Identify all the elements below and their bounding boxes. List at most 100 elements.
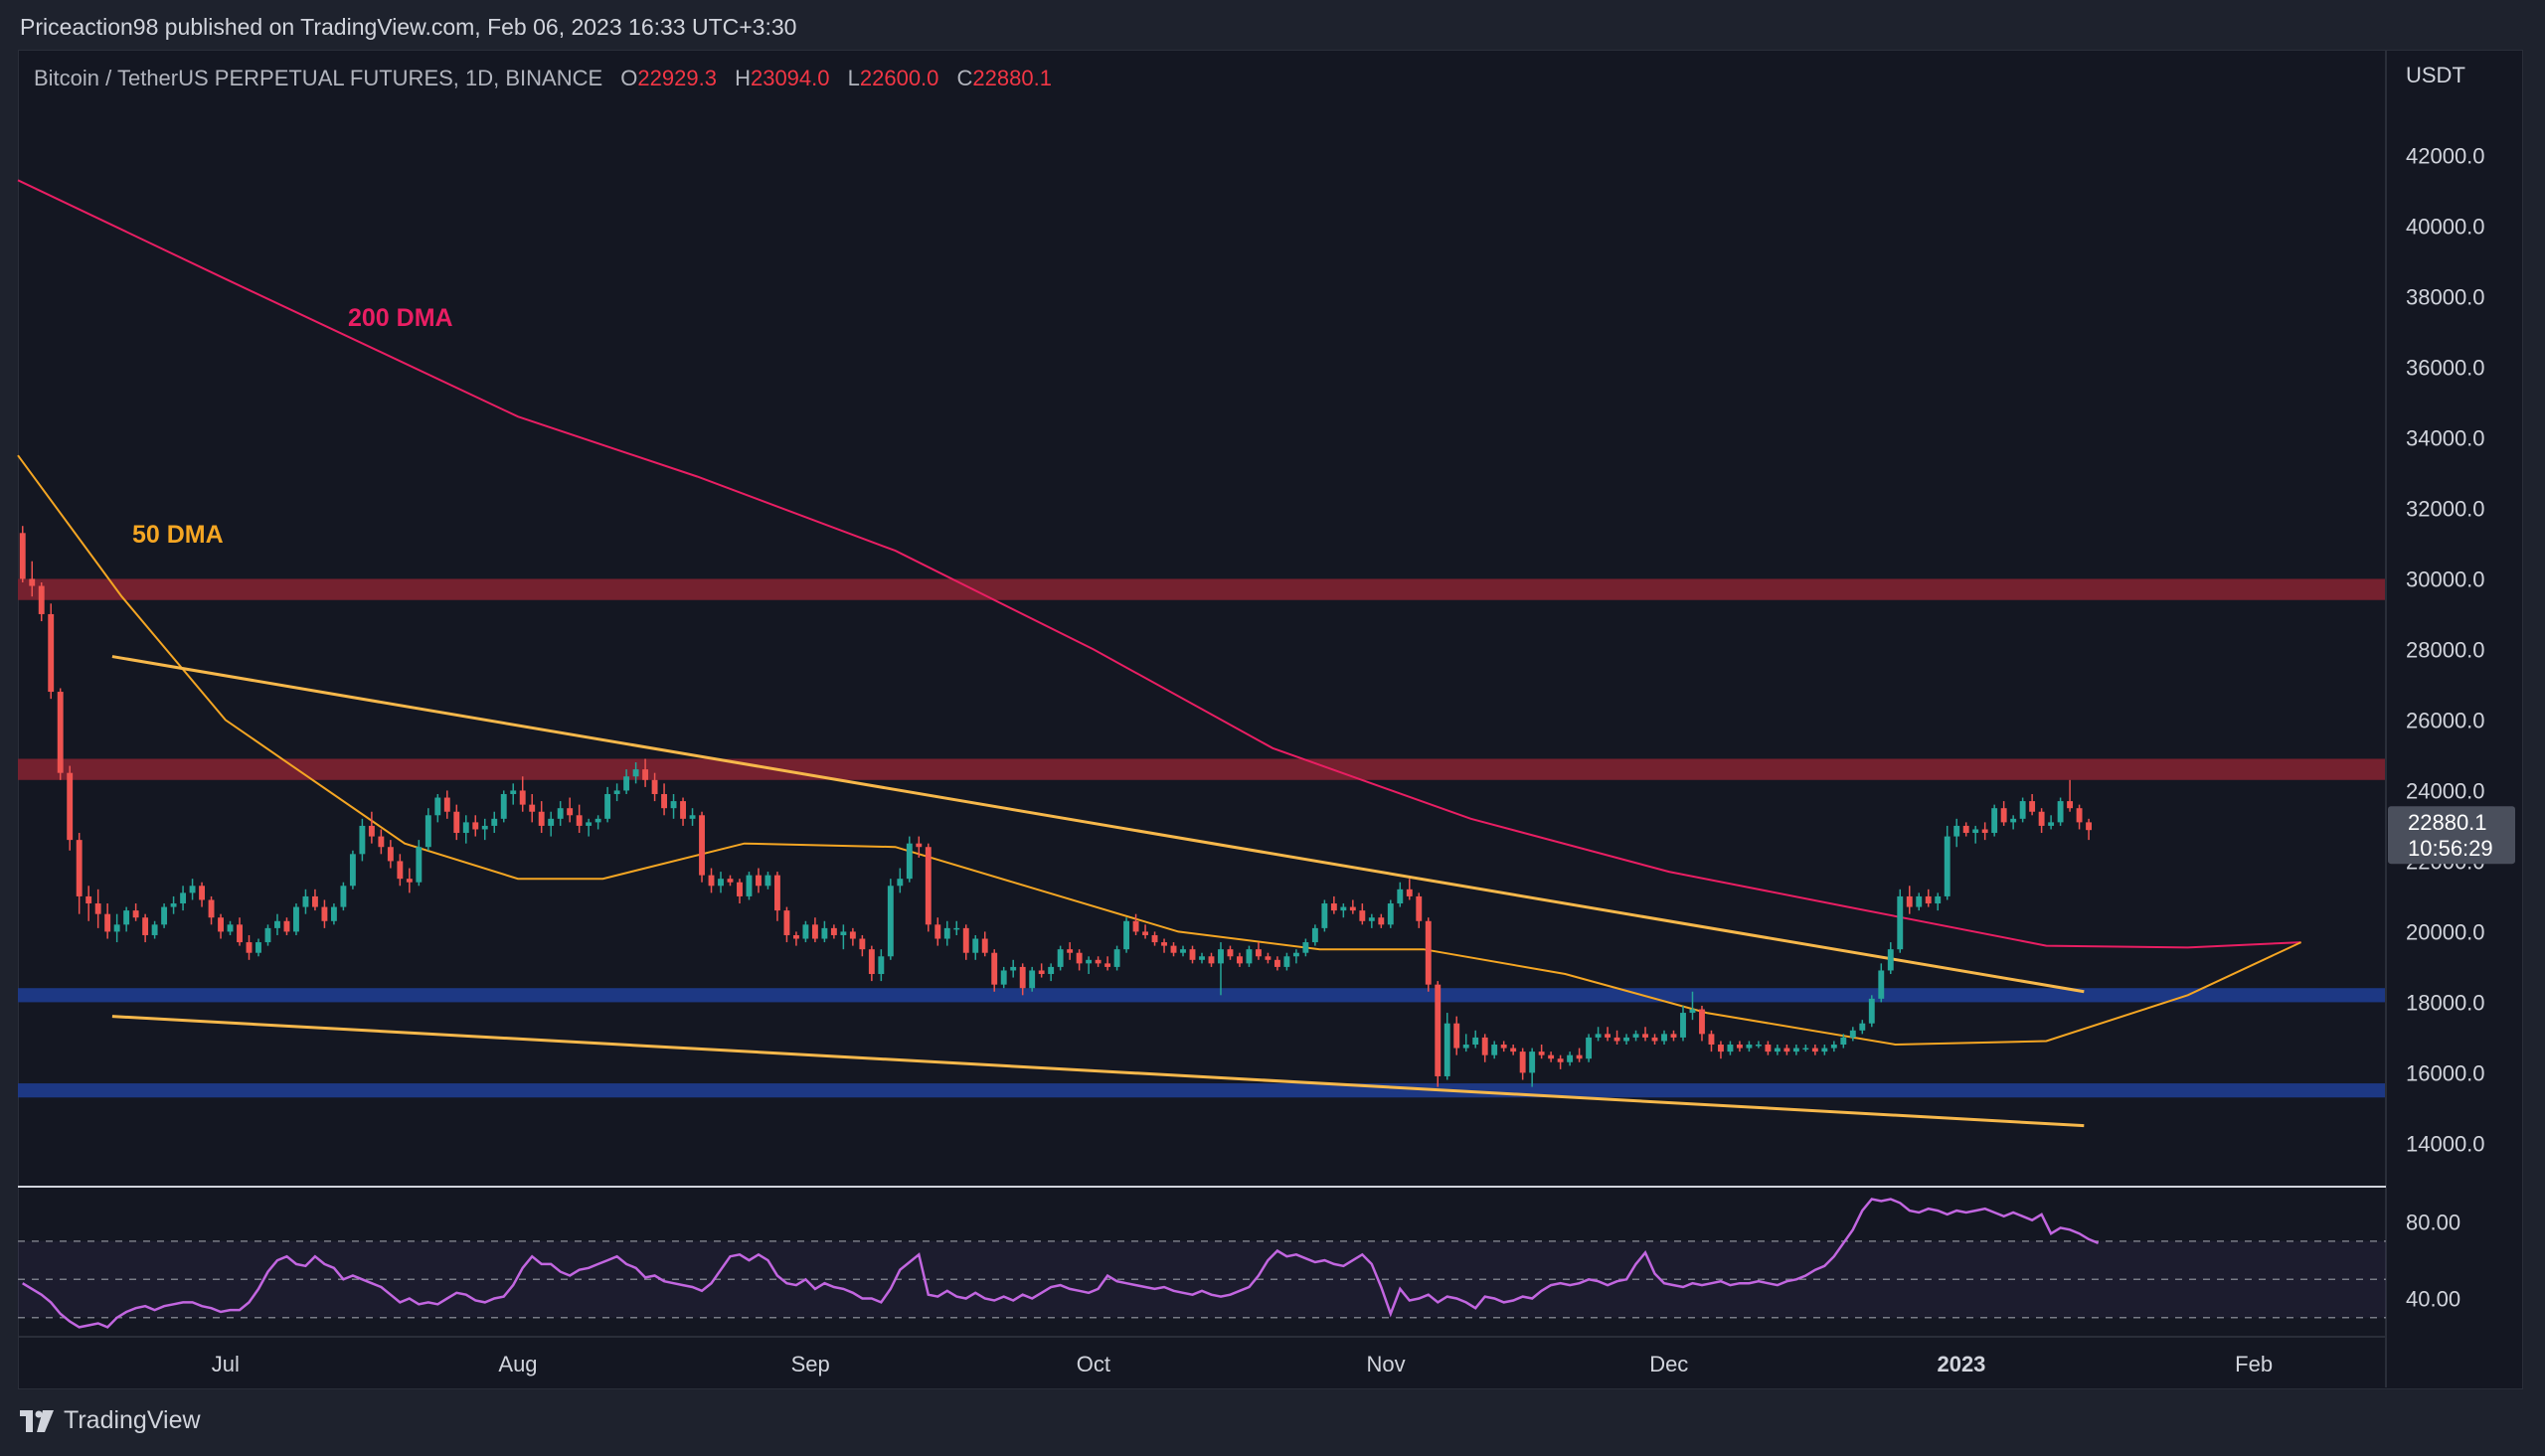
candle xyxy=(1161,938,1167,953)
candle-body xyxy=(613,790,620,794)
candle xyxy=(1972,825,1979,844)
candle xyxy=(567,797,574,823)
candle xyxy=(1123,917,1130,953)
candle xyxy=(2019,797,2026,823)
candle xyxy=(1802,1045,1809,1052)
candle-body xyxy=(1237,956,1243,964)
candle-body xyxy=(1897,895,1904,950)
trendline-1 xyxy=(111,1015,2085,1128)
candle xyxy=(1038,963,1045,978)
candle-body xyxy=(783,910,790,935)
candle xyxy=(142,913,149,943)
y-tick-label: 26000.0 xyxy=(2406,708,2485,732)
candle-body xyxy=(916,843,923,848)
candle xyxy=(1605,1027,1612,1042)
candle xyxy=(1246,945,1253,967)
candle-body xyxy=(756,875,762,887)
candle xyxy=(1623,1034,1629,1046)
candle-body xyxy=(594,818,601,823)
footer-brand[interactable]: TradingView xyxy=(20,1406,201,1435)
candle xyxy=(462,815,469,844)
candle-body xyxy=(94,903,101,914)
candle-body xyxy=(1953,825,1960,837)
candle-body xyxy=(397,861,404,880)
candle-body xyxy=(1086,959,1093,964)
candle xyxy=(1491,1041,1498,1059)
candle-body xyxy=(1632,1034,1639,1038)
candle xyxy=(255,938,261,957)
candle xyxy=(1670,1030,1677,1042)
candle-body xyxy=(1802,1048,1809,1051)
candle-body xyxy=(567,808,574,816)
candle-body xyxy=(680,801,686,819)
candle-body xyxy=(1443,1023,1450,1076)
candle xyxy=(1095,956,1102,967)
candle-body xyxy=(246,942,253,953)
rsi-tick-label: 80.00 xyxy=(2406,1211,2460,1235)
candle-body xyxy=(878,956,885,975)
candle-body xyxy=(1368,917,1375,921)
candle xyxy=(2029,793,2036,816)
candle-body xyxy=(604,793,611,819)
close-value: 22880.1 xyxy=(972,66,1052,90)
candle xyxy=(1132,913,1139,935)
trendline-0 xyxy=(111,655,2085,994)
candle xyxy=(642,758,649,787)
candle xyxy=(123,906,130,932)
candle-body xyxy=(972,938,979,953)
candle-body xyxy=(237,924,243,943)
candle-body xyxy=(1265,956,1272,960)
ma50-line xyxy=(17,454,2302,1047)
candle xyxy=(1237,952,1243,967)
candle xyxy=(1821,1045,1828,1055)
x-tick-label: 2023 xyxy=(1937,1352,1985,1376)
y-tick-label: 36000.0 xyxy=(2406,355,2485,380)
candle xyxy=(727,875,734,887)
candle xyxy=(1859,1020,1866,1035)
candle xyxy=(2076,804,2083,830)
candle xyxy=(274,913,280,935)
axes: USDT14000.016000.018000.020000.022000.02… xyxy=(18,50,2515,1387)
candle-body xyxy=(1755,1045,1762,1047)
candle-body xyxy=(737,882,743,896)
candle-body xyxy=(1132,920,1139,932)
candle-body xyxy=(981,938,988,953)
candle-body xyxy=(557,808,564,819)
candle-body xyxy=(1811,1048,1818,1052)
candle xyxy=(227,920,234,935)
candle-body xyxy=(1292,952,1299,957)
candle-body xyxy=(1491,1045,1498,1055)
candle-body xyxy=(1944,836,1951,896)
candle xyxy=(1840,1034,1847,1049)
candle xyxy=(868,945,875,982)
candle xyxy=(1944,825,1951,900)
candle-body xyxy=(1840,1037,1847,1046)
candle-body xyxy=(1699,1009,1705,1035)
candle xyxy=(661,783,668,816)
candle xyxy=(906,836,913,883)
publisher-line: Priceaction98 published on TradingView.c… xyxy=(20,14,797,40)
candle xyxy=(1443,1013,1450,1080)
y-tick-label: 24000.0 xyxy=(2406,778,2485,803)
candle-body xyxy=(699,815,705,876)
candle xyxy=(689,808,696,826)
candle-body xyxy=(548,818,555,826)
candle xyxy=(368,811,375,844)
rsi-tick-label: 40.00 xyxy=(2406,1287,2460,1312)
candle xyxy=(783,906,790,943)
candle xyxy=(1321,899,1328,932)
candle xyxy=(1019,963,1026,996)
candle-body xyxy=(349,854,356,887)
candle xyxy=(1718,1041,1724,1059)
candle-body xyxy=(1416,895,1423,921)
open-value: 22929.3 xyxy=(637,66,717,90)
candle xyxy=(1057,945,1064,971)
candle xyxy=(1311,924,1318,946)
candle-body xyxy=(632,769,639,777)
x-tick-label: Sep xyxy=(791,1352,830,1376)
y-tick-label: 20000.0 xyxy=(2406,919,2485,944)
candle-body xyxy=(1359,910,1366,921)
candle-body xyxy=(1670,1034,1677,1038)
y-tick-label: 14000.0 xyxy=(2406,1131,2485,1156)
